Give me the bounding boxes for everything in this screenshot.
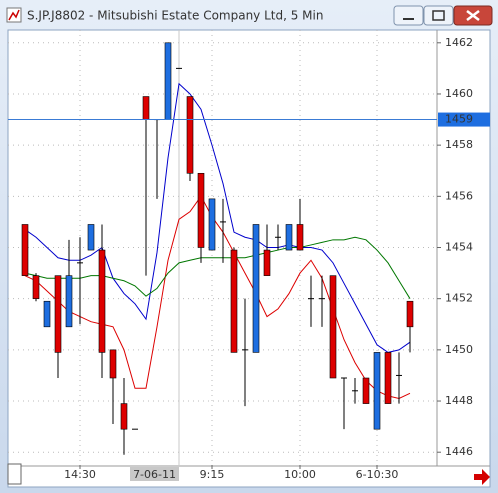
close-glyph [466, 10, 480, 21]
candle-body [252, 224, 260, 353]
x-tick-label: 7-06-11 [133, 468, 176, 481]
candle-body [296, 224, 304, 251]
candle-body [98, 249, 106, 353]
y-tick-label: 1456 [445, 189, 473, 202]
candle-body [186, 96, 194, 174]
maximize-button[interactable] [423, 5, 454, 26]
x-tick-label: 9:15 [200, 468, 225, 481]
crosshair-price-label: 1459 [445, 113, 473, 126]
average-line [24, 236, 411, 299]
scroll-right-arrow[interactable] [474, 469, 490, 485]
candle-body [32, 275, 40, 299]
minimize-button[interactable] [393, 5, 424, 26]
average-line [24, 82, 411, 353]
candle-body [362, 377, 370, 404]
y-tick-label: 1446 [445, 445, 473, 458]
candle-body [230, 249, 238, 353]
y-tick-label: 1448 [445, 394, 473, 407]
y-tick-label: 1462 [445, 36, 473, 49]
x-tick-label: 10:00 [284, 468, 316, 481]
window-buttons[interactable] [393, 5, 493, 26]
candle-body [109, 349, 117, 379]
candle-body [406, 300, 414, 328]
candle-body [142, 96, 150, 120]
icon-graph [8, 9, 20, 21]
candle-body [197, 172, 205, 248]
y-tick-label: 1454 [445, 241, 473, 254]
candle-body [263, 249, 271, 276]
x-tick-label: 14:30 [64, 468, 96, 481]
client-area [7, 29, 491, 488]
candle-body [208, 198, 216, 251]
candle-body [43, 300, 51, 328]
average-line [24, 195, 411, 399]
candle-body [54, 275, 62, 353]
maximize-glyph [432, 10, 445, 21]
y-tick-label: 1452 [445, 292, 473, 305]
cursor-date-box [130, 467, 179, 481]
candle-body [384, 352, 392, 404]
candle-body [373, 352, 381, 430]
y-tick-label: 1458 [445, 138, 473, 151]
y-tick-label: 1460 [445, 87, 473, 100]
candle-body [87, 224, 95, 251]
x-tick-label: 6-10:30 [356, 468, 399, 481]
candle-body [164, 42, 172, 120]
candle-body [329, 275, 337, 379]
scroll-thumb[interactable] [7, 463, 22, 485]
candle-body [65, 275, 73, 328]
candle-body [120, 403, 128, 430]
candle-body [21, 224, 29, 276]
window-title: S.JP.J8802 - Mitsubishi Estate Company L… [27, 9, 323, 23]
candle-body [285, 224, 293, 251]
crosshair-price-box [438, 112, 490, 127]
y-tick-label: 1450 [445, 343, 473, 356]
